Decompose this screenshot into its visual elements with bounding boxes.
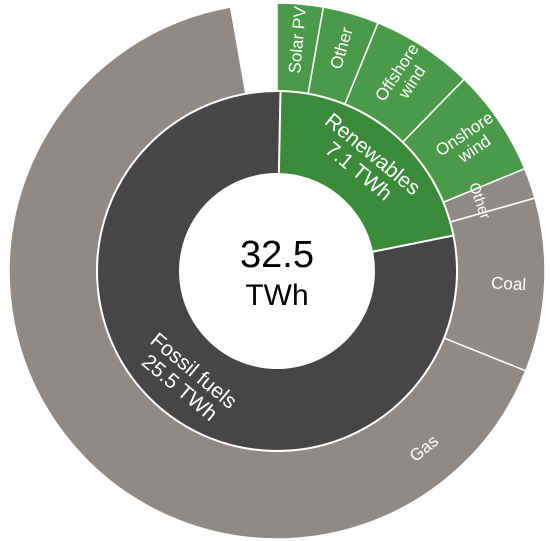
- center-total-unit: TWh: [245, 279, 308, 312]
- center-total-value: 32.5: [240, 234, 314, 276]
- outer-label-coal-5: Coal: [491, 273, 527, 294]
- center-hole: [180, 174, 374, 368]
